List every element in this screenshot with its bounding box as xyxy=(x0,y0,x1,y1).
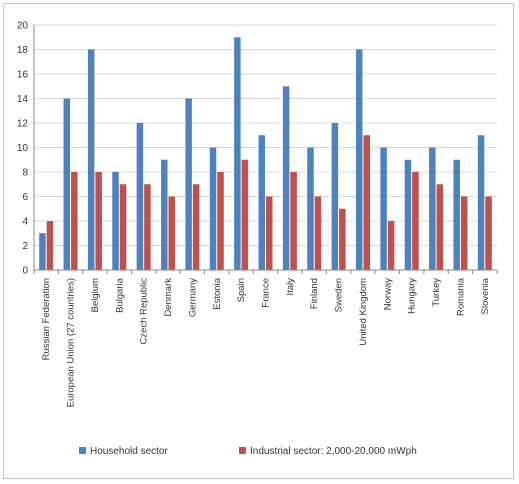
industrial-bar xyxy=(119,184,127,270)
household-bar xyxy=(453,159,460,270)
y-tick-label: 6 xyxy=(22,192,28,203)
industrial-bar xyxy=(168,196,176,270)
household-bar xyxy=(87,49,95,270)
y-tick-label: 20 xyxy=(17,21,29,32)
industrial-bar xyxy=(290,172,297,270)
household-bar xyxy=(258,135,265,270)
y-tick-label: 8 xyxy=(22,168,28,179)
industrial-bar xyxy=(144,184,151,270)
category-label: Slovenia xyxy=(480,277,491,314)
category-label: Bulgaria xyxy=(114,277,125,313)
household-bar xyxy=(234,37,241,270)
category-label: Czech Republic xyxy=(139,278,150,345)
y-tick-label: 18 xyxy=(17,45,29,56)
category-label: France xyxy=(261,278,272,308)
industrial-bar xyxy=(192,184,200,270)
category-label: Turkey xyxy=(431,278,442,307)
industrial-bar xyxy=(412,172,419,270)
y-tick-label: 14 xyxy=(17,94,29,105)
household-bar xyxy=(185,98,192,270)
y-tick-label: 4 xyxy=(22,217,28,228)
household-bar xyxy=(282,86,290,270)
gridlines xyxy=(34,24,497,246)
category-label: Hungary xyxy=(407,278,418,314)
legend-label-household: Household sector xyxy=(90,446,168,457)
household-bar xyxy=(404,159,412,270)
category-label: Spain xyxy=(236,278,247,302)
category-label: Romania xyxy=(455,277,466,316)
industrial-bar xyxy=(241,159,249,270)
household-bar xyxy=(63,98,71,270)
category-label: Sweden xyxy=(334,278,345,312)
household-bar xyxy=(161,159,168,270)
category-label: Estonia xyxy=(212,277,223,309)
household-bar xyxy=(136,123,144,270)
legend-swatch-industrial xyxy=(239,447,246,454)
category-label: European Union (27 countries) xyxy=(66,278,77,407)
household-bar xyxy=(209,147,217,270)
legend-label-industrial: Industrial sector: 2,000-20,000 mWph xyxy=(250,446,417,457)
category-label: Finland xyxy=(309,278,320,309)
category-label: Russian Federation xyxy=(41,278,52,360)
y-tick-label: 0 xyxy=(22,266,28,277)
axes xyxy=(33,25,498,274)
y-tick-label: 12 xyxy=(17,119,29,130)
category-label: Germany xyxy=(187,278,198,317)
industrial-bar xyxy=(266,196,273,270)
category-labels: Russian Federation European Union (27 cou… xyxy=(41,277,491,407)
industrial-bar xyxy=(485,196,492,270)
household-bar xyxy=(307,147,314,270)
household-bar xyxy=(39,233,46,270)
household-bar xyxy=(429,147,436,270)
industrial-bar xyxy=(314,196,322,270)
industrial-bar xyxy=(46,221,54,270)
household-bar xyxy=(355,49,363,270)
industrial-bar xyxy=(71,172,78,270)
category-label: Denmark xyxy=(163,278,174,317)
household-bar xyxy=(331,123,339,270)
household-bar xyxy=(477,135,485,270)
industrial-bar xyxy=(363,135,370,270)
industrial-bar xyxy=(436,184,444,270)
legend-swatch-household xyxy=(79,447,86,454)
industrial-bar xyxy=(217,172,224,270)
industrial-bar xyxy=(387,221,395,270)
y-tick-labels: 0 2 4 6 8 10 12 14 16 18 20 xyxy=(17,21,29,277)
category-label: Italy xyxy=(285,278,296,296)
industrial-bar xyxy=(95,172,102,270)
y-tick-label: 10 xyxy=(17,143,29,154)
bars xyxy=(39,37,492,270)
category-label: United Kingdom xyxy=(358,278,369,346)
household-bar xyxy=(112,172,119,270)
category-label: Belgium xyxy=(90,278,101,312)
legend: Household sector Industrial sector: 2,000… xyxy=(79,446,417,457)
household-bar xyxy=(380,147,387,270)
industrial-bar xyxy=(339,208,346,270)
y-tick-label: 16 xyxy=(17,70,29,81)
y-tick-label: 2 xyxy=(22,241,28,252)
industrial-bar xyxy=(460,196,468,270)
category-label: Norway xyxy=(382,278,393,310)
